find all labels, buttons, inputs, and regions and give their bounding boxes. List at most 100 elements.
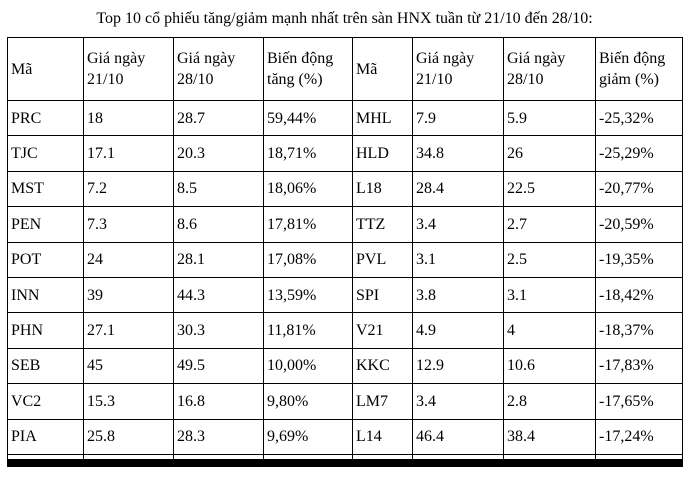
table-cell: 13,59% (263, 276, 353, 314)
table-cell: L18 (352, 170, 413, 208)
table-cell: 16.8 (173, 383, 264, 420)
table-cell: 17.1 (83, 135, 174, 172)
table-cell: 2.5 (503, 241, 596, 278)
table-cell: -17,83% (595, 347, 683, 385)
empty-cell (83, 453, 174, 460)
partial-cropped-row (7, 453, 683, 460)
table-cell: POT (7, 241, 84, 278)
table-cell: 38.4 (503, 418, 596, 455)
table-cell: 22.5 (503, 170, 596, 208)
table-row: SEB 45 49.5 10,00% KKC 12.9 10.6 -17,83% (7, 347, 683, 385)
header-cell-loss-change: Biến động giảm (%) (595, 37, 683, 101)
table-cell: LM7 (352, 383, 413, 420)
empty-cell (503, 453, 596, 460)
table-cell: 12.9 (412, 347, 504, 385)
table-cell: TJC (7, 135, 84, 172)
empty-cell (595, 453, 683, 460)
table-cell: 15.3 (83, 383, 174, 420)
table-cell: KKC (352, 347, 413, 385)
table-cell: -19,35% (595, 241, 683, 278)
empty-cell (173, 453, 264, 460)
table-cell: 7.9 (412, 99, 504, 137)
table-cell: 46.4 (412, 418, 504, 455)
page-title: Top 10 cổ phiếu tăng/giảm mạnh nhất trên… (96, 10, 593, 27)
table-cell: -17,65% (595, 383, 683, 420)
empty-cell (412, 453, 504, 460)
table-cell: 25.8 (83, 418, 174, 455)
table-cell: 8.5 (173, 170, 264, 208)
table-row: PEN 7.3 8.6 17,81% TTZ 3.4 2.7 -20,59% (7, 206, 683, 243)
table-cell: 17,08% (263, 241, 353, 278)
table-cell: 3.4 (412, 206, 504, 243)
table-cell: 18,71% (263, 135, 353, 172)
table-cell: MST (7, 170, 84, 208)
table-cell: 10.6 (503, 347, 596, 385)
header-cell-gainer-code: Mã (7, 37, 84, 101)
table-cell: HLD (352, 135, 413, 172)
table-cell: 59,44% (263, 99, 353, 137)
table-cell: 30.3 (173, 312, 264, 349)
table-row: PHN 27.1 30.3 11,81% V21 4.9 4 -18,37% (7, 312, 683, 349)
header-cell-gainer-price-2810: Giá ngày 28/10 (173, 37, 264, 101)
table-cell: TTZ (352, 206, 413, 243)
table-cell: 8.6 (173, 206, 264, 243)
table-cell: L14 (352, 418, 413, 455)
table-cell: PVL (352, 241, 413, 278)
table-cell: 2.8 (503, 383, 596, 420)
table-cell: 2.7 (503, 206, 596, 243)
empty-cell (263, 453, 353, 460)
table-cell: 24 (83, 241, 174, 278)
table-cell: 17,81% (263, 206, 353, 243)
table-row: TJC 17.1 20.3 18,71% HLD 34.8 26 -25,29% (7, 135, 683, 172)
table-cell: 3.1 (503, 276, 596, 314)
table-cell: 18 (83, 99, 174, 137)
table-cell: -25,29% (595, 135, 683, 172)
table-cell: 28.1 (173, 241, 264, 278)
table-cell: 4.9 (412, 312, 504, 349)
table-cell: 28.3 (173, 418, 264, 455)
table-row: VC2 15.3 16.8 9,80% LM7 3.4 2.8 -17,65% (7, 383, 683, 420)
table-row: POT 24 28.1 17,08% PVL 3.1 2.5 -19,35% (7, 241, 683, 278)
table-cell: 3.1 (412, 241, 504, 278)
table-row: PRC 18 28.7 59,44% MHL 7.9 5.9 -25,32% (7, 99, 683, 137)
header-cell-loser-price-2810: Giá ngày 28/10 (503, 37, 596, 101)
table-cell: -20,59% (595, 206, 683, 243)
table-body: PRC 18 28.7 59,44% MHL 7.9 5.9 -25,32% TJC 17.1 20… (7, 99, 683, 455)
table-row: INN 39 44.3 13,59% SPI 3.8 3.1 -18,42% (7, 276, 683, 314)
header-cell-gainer-price-2110: Giá ngày 21/10 (83, 37, 174, 101)
stock-table: Mã Giá ngày 21/10 Giá ngày 28/10 Biến độ… (7, 37, 683, 460)
table-cell: PRC (7, 99, 84, 137)
table-cell: 45 (83, 347, 174, 385)
table-cell: 5.9 (503, 99, 596, 137)
table-cell: -18,42% (595, 276, 683, 314)
header-cell-loser-price-2110: Giá ngày 21/10 (412, 37, 504, 101)
table-cell: 28.4 (412, 170, 504, 208)
table-cell: V21 (352, 312, 413, 349)
table-cell: 7.3 (83, 206, 174, 243)
table-cell: SPI (352, 276, 413, 314)
table-cell: 11,81% (263, 312, 353, 349)
table-cell: 7.2 (83, 170, 174, 208)
empty-cell (7, 453, 84, 460)
table-cell: 9,69% (263, 418, 353, 455)
table-cell: MHL (352, 99, 413, 137)
table-cell: -20,77% (595, 170, 683, 208)
table-row: PIA 25.8 28.3 9,69% L14 46.4 38.4 -17,24% (7, 418, 683, 455)
table-cell: SEB (7, 347, 84, 385)
cropped-black-bar (7, 459, 683, 467)
table-cell: 20.3 (173, 135, 264, 172)
table-cell: 39 (83, 276, 174, 314)
table-cell: 28.7 (173, 99, 264, 137)
table-cell: PIA (7, 418, 84, 455)
table-cell: 10,00% (263, 347, 353, 385)
header-cell-loser-code: Mã (352, 37, 413, 101)
table-cell: -18,37% (595, 312, 683, 349)
table-cell: 9,80% (263, 383, 353, 420)
header-cell-gain-change: Biến động tăng (%) (263, 37, 353, 101)
header-row: Mã Giá ngày 21/10 Giá ngày 28/10 Biến độ… (7, 37, 683, 101)
table-cell: 18,06% (263, 170, 353, 208)
table-row: MST 7.2 8.5 18,06% L18 28.4 22.5 -20,77% (7, 170, 683, 208)
table-cell: 27.1 (83, 312, 174, 349)
table-cell: 44.3 (173, 276, 264, 314)
table-cell: VC2 (7, 383, 84, 420)
